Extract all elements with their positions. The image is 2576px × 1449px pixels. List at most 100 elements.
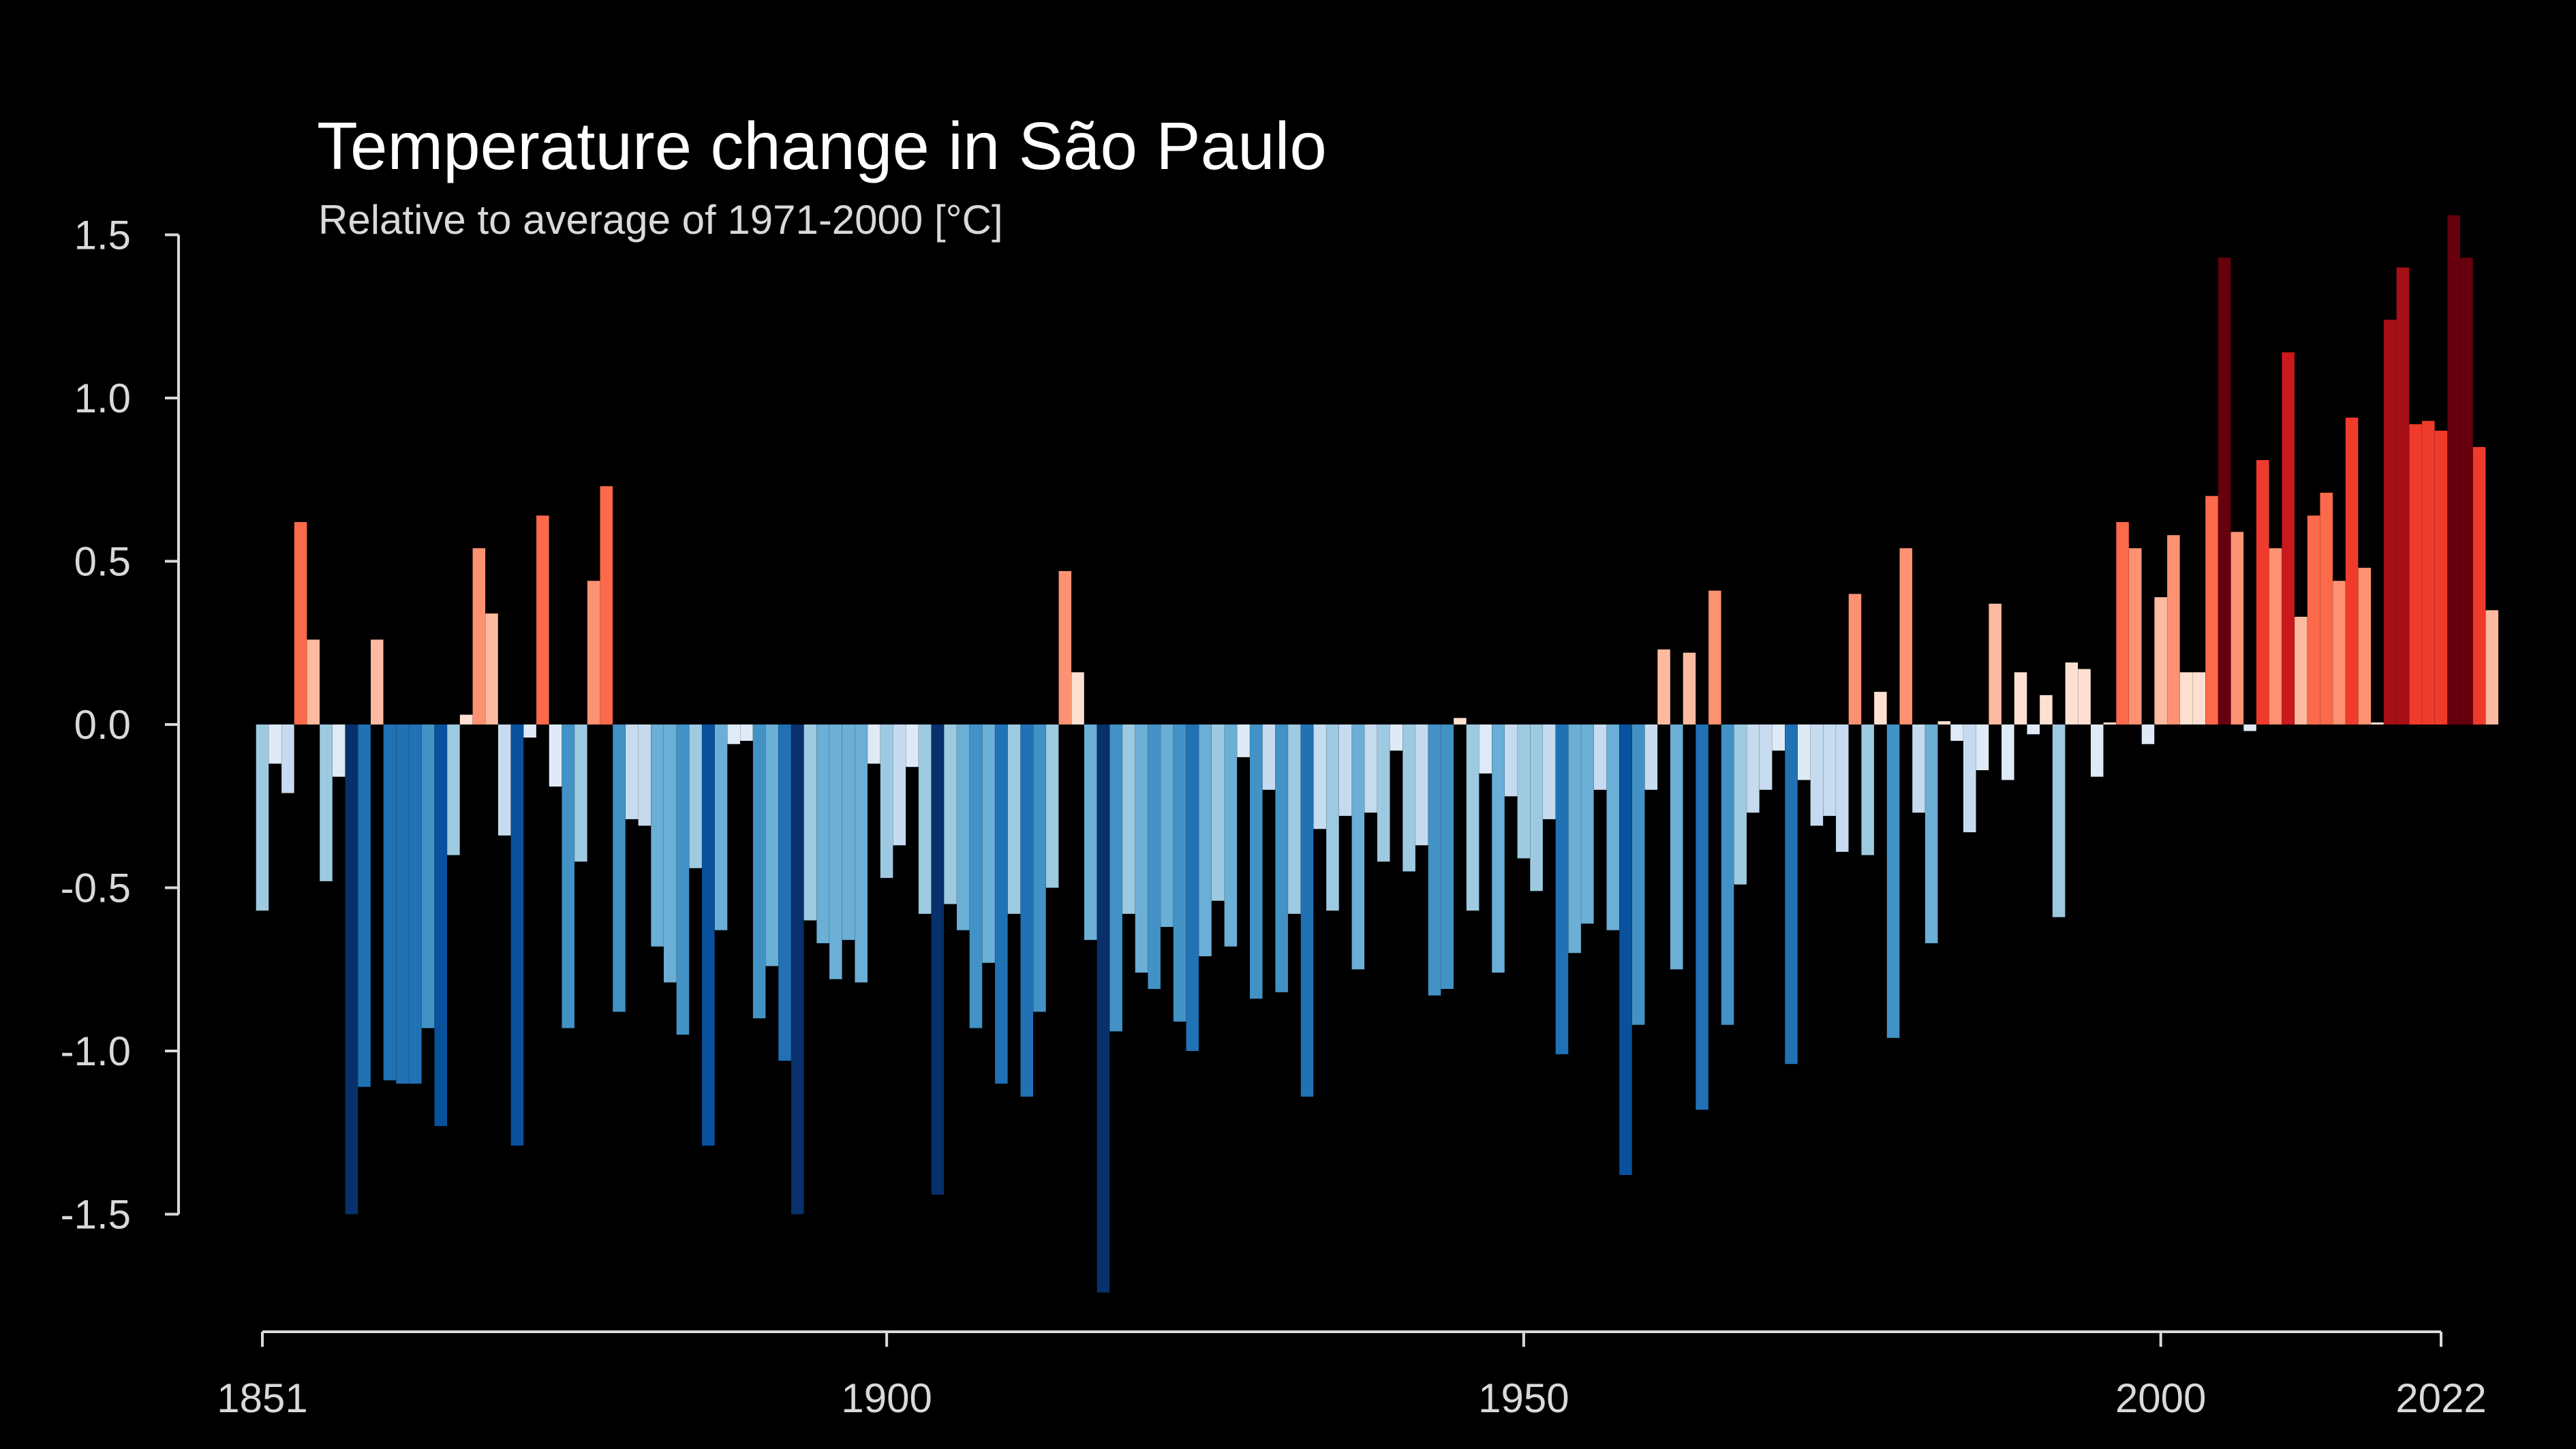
- bar-1889: [740, 724, 753, 741]
- bar-1956: [1593, 724, 1607, 790]
- bar-2003: [2192, 672, 2206, 724]
- bar-1863: [409, 724, 422, 1084]
- bar-1932: [1288, 724, 1301, 914]
- x-tick-label: 1900: [841, 1375, 932, 1421]
- bar-1978: [1874, 692, 1887, 724]
- bar-2025: [2472, 446, 2486, 724]
- bar-1950: [1517, 724, 1531, 859]
- bar-1853: [281, 724, 294, 793]
- bar-1997: [2116, 522, 2129, 724]
- bar-2005: [2218, 258, 2231, 724]
- bar-1971: [1785, 724, 1798, 1065]
- chart-subtitle: Relative to average of 1971-2000 [°C]: [318, 197, 1003, 243]
- bar-1936: [1338, 724, 1352, 817]
- bar-1876: [574, 724, 587, 862]
- bar-1913: [1045, 724, 1059, 888]
- bar-1946: [1466, 724, 1479, 911]
- bar-1870: [497, 724, 511, 836]
- bar-1851: [256, 724, 269, 911]
- bar-1881: [638, 724, 651, 826]
- bar-1993: [2065, 662, 2079, 724]
- bar-1916: [1084, 724, 1097, 941]
- bar-1895: [816, 724, 829, 943]
- bar-1934: [1313, 724, 1327, 829]
- bar-1930: [1262, 724, 1276, 790]
- bar-1868: [472, 548, 486, 724]
- y-tick-label: -1.0: [61, 1028, 131, 1074]
- bar-1903: [918, 724, 932, 914]
- bar-1891: [765, 724, 779, 966]
- bar-2018: [2383, 320, 2397, 724]
- bar-1866: [447, 724, 460, 855]
- bar-1937: [1351, 724, 1365, 970]
- bar-1884: [676, 724, 690, 1035]
- x-tick-label: 2022: [2395, 1375, 2486, 1421]
- y-tick-label: 1.5: [74, 213, 131, 258]
- y-tick-label: 0.0: [74, 702, 131, 748]
- bar-2006: [2230, 532, 2244, 724]
- y-tick-label: 1.0: [74, 376, 131, 421]
- bar-1942: [1415, 724, 1428, 846]
- bar-1929: [1250, 724, 1263, 999]
- bar-1982: [1925, 724, 1938, 943]
- bar-1909: [995, 724, 1008, 1084]
- bar-1988: [2002, 724, 2014, 780]
- bar-1981: [1912, 724, 1925, 813]
- bar-1959: [1631, 724, 1645, 1025]
- bar-1873: [536, 515, 549, 724]
- y-tick-label: 0.5: [74, 539, 131, 585]
- bar-1877: [587, 581, 600, 724]
- bar-1935: [1326, 724, 1339, 911]
- bar-1947: [1479, 724, 1492, 774]
- y-axis: 1.5 1.0 0.5 0.0 -0.5 -1.0 -1.5: [61, 213, 180, 1238]
- bar-1965: [1708, 590, 1721, 724]
- bar-1894: [803, 724, 817, 921]
- bar-1862: [396, 724, 409, 1084]
- bar-1927: [1224, 724, 1238, 947]
- bar-1928: [1237, 724, 1250, 757]
- bar-1985: [1963, 724, 1976, 833]
- bar-1900: [880, 724, 893, 879]
- bar-1974: [1823, 724, 1836, 817]
- bar-1962: [1670, 724, 1683, 970]
- bar-1886: [702, 724, 715, 1146]
- bar-1893: [791, 724, 804, 1215]
- bar-1984: [1950, 724, 1963, 741]
- bar-1948: [1492, 724, 1505, 973]
- bar-1968: [1747, 724, 1760, 813]
- bar-1933: [1300, 724, 1314, 1097]
- bar-2002: [2179, 672, 2193, 724]
- bar-2019: [2396, 267, 2410, 724]
- bar-1990: [2027, 724, 2040, 735]
- bar-1972: [1797, 724, 1811, 780]
- bar-1939: [1377, 724, 1390, 862]
- bar-1898: [855, 724, 868, 983]
- bar-2026: [2485, 610, 2499, 724]
- bar-1973: [1810, 724, 1824, 826]
- bar-1931: [1275, 724, 1288, 992]
- bar-1910: [1007, 724, 1021, 914]
- bar-1992: [2052, 724, 2066, 917]
- bar-1874: [549, 724, 562, 787]
- bar-1857: [332, 724, 346, 777]
- bar-1944: [1441, 724, 1454, 989]
- bar-1926: [1211, 724, 1225, 901]
- bar-1906: [957, 724, 970, 930]
- bars-group: [256, 215, 2499, 1293]
- bar-2004: [2205, 495, 2218, 724]
- y-tick-label: -0.5: [61, 866, 131, 911]
- bar-1964: [1696, 724, 1708, 1110]
- bar-2024: [2460, 258, 2473, 724]
- x-axis: 1851 1900 1950 2000 2022: [217, 1330, 2487, 1421]
- bar-1943: [1428, 724, 1441, 996]
- bar-2011: [2295, 616, 2307, 724]
- bar-1920: [1135, 724, 1148, 973]
- bar-1904: [931, 724, 945, 1195]
- bar-1986: [1976, 724, 1989, 771]
- bar-2016: [2358, 568, 2372, 724]
- bar-1901: [893, 724, 906, 846]
- bar-1907: [969, 724, 983, 1028]
- bar-1940: [1390, 724, 1403, 751]
- bar-1917: [1097, 724, 1110, 1293]
